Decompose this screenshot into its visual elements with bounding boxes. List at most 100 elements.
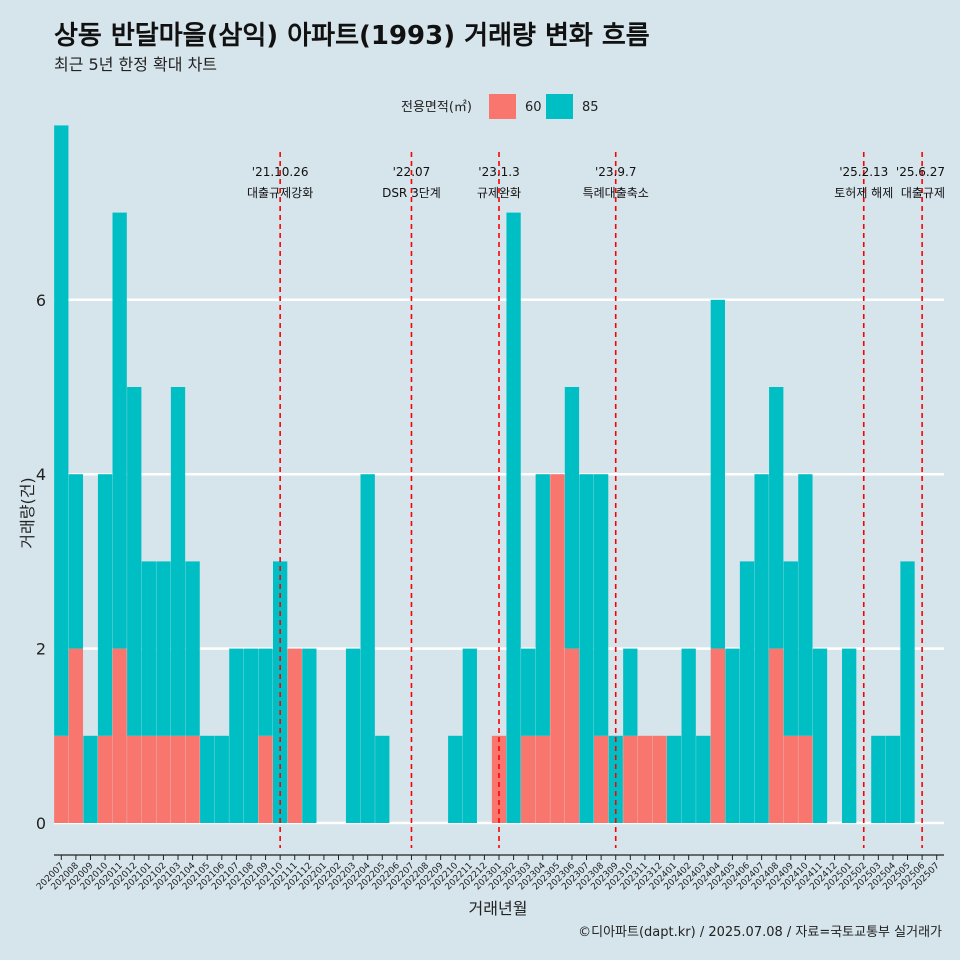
bar-60-202410 — [798, 735, 813, 823]
bar-85-202211 — [462, 648, 477, 823]
bar-85-202310 — [623, 648, 638, 736]
bar-60-202008 — [68, 648, 84, 823]
bar-85-202012 — [127, 387, 142, 736]
bar-85-202112 — [302, 648, 317, 823]
bar-85-202308 — [593, 474, 609, 736]
bar-85-202303 — [521, 648, 536, 736]
bar-85-202504 — [885, 735, 901, 823]
y-tick-label: 2 — [36, 640, 46, 659]
legend: 전용면적(㎡) 60 85 — [401, 94, 599, 119]
bar-85-202007 — [54, 125, 69, 736]
event-date: '25.6.27 — [896, 165, 945, 179]
bar-85-202505 — [900, 561, 915, 823]
bar-85-202106 — [214, 735, 229, 823]
event-lines: '21.10.26 대출규제강화 '22.07 DSR 3단계 '23.1.3 규제완화 '… — [247, 152, 945, 848]
event-date: '23.9.7 — [595, 165, 636, 179]
bar-85-202010 — [97, 474, 113, 736]
bar-60-202111 — [287, 648, 302, 823]
bar-85-202407 — [754, 474, 769, 823]
bar-60-202103 — [170, 735, 186, 823]
event-date: '22.07 — [393, 165, 431, 179]
bar-60-202012 — [127, 735, 142, 823]
bar-85-202409 — [783, 561, 798, 736]
y-tick-label: 4 — [36, 465, 46, 484]
event-label: 대출규제 — [901, 186, 945, 200]
bar-85-202402 — [681, 648, 696, 823]
bar-85-202401 — [666, 735, 682, 823]
bar-60-202007 — [54, 735, 69, 823]
bar-85-202408 — [769, 387, 784, 649]
bar-85-202306 — [564, 387, 580, 649]
bar-85-202411 — [812, 648, 828, 823]
bar-85-202203 — [345, 648, 361, 823]
legend-label-85: 85 — [582, 100, 599, 115]
bar-85-202501 — [842, 648, 857, 823]
bar-85-202107 — [229, 648, 244, 823]
bar-60-202109 — [258, 735, 273, 823]
bar-85-202008 — [68, 474, 84, 649]
event-date: '25.2.13 — [839, 165, 888, 179]
bar-85-202108 — [243, 648, 259, 823]
x-axis-title: 거래년월 — [469, 899, 528, 918]
bar-60-202409 — [783, 735, 798, 823]
bar-85-202307 — [579, 474, 594, 823]
y-axis-title: 거래량(건) — [18, 477, 37, 548]
bar-60-202010 — [97, 735, 113, 823]
y-axis: 0 2 4 6 — [36, 291, 46, 833]
x-axis: 2020072020082020092020102020112020122021… — [35, 854, 944, 892]
bar-60-202310 — [623, 735, 638, 823]
bar-60-202408 — [769, 648, 784, 823]
bar-85-202109 — [258, 648, 273, 736]
bar-60-202104 — [185, 735, 200, 823]
bar-60-202306 — [564, 648, 580, 823]
y-tick-label: 0 — [36, 814, 46, 833]
bar-85-202009 — [83, 735, 98, 823]
bar-60-202305 — [550, 474, 565, 823]
bar-60-202308 — [593, 735, 609, 823]
bar-60-202312 — [652, 735, 667, 823]
bar-85-202205 — [375, 735, 390, 823]
bar-85-202404 — [710, 299, 726, 649]
event-date: '21.10.26 — [252, 165, 309, 179]
bar-60-202011 — [112, 648, 127, 823]
bar-85-202210 — [448, 735, 463, 823]
bar-85-202302 — [506, 212, 521, 824]
bar-60-202404 — [710, 648, 726, 823]
bar-85-202403 — [696, 735, 711, 823]
bar-60-202101 — [141, 735, 156, 823]
bar-85-202103 — [170, 387, 186, 736]
event-label: 규제완화 — [477, 186, 521, 200]
caption: ©디아파트(dapt.kr) / 2025.07.08 / 자료=국토교통부 실… — [578, 925, 942, 940]
event-date: '23.1.3 — [478, 165, 519, 179]
bar-85-202304 — [535, 474, 550, 736]
event-label: 토허제 해제 — [834, 186, 893, 200]
bar-85-202309 — [608, 735, 623, 823]
legend-title: 전용면적(㎡) — [401, 100, 472, 115]
bar-85-202102 — [156, 561, 171, 736]
legend-swatch-85 — [546, 94, 573, 119]
bar-85-202406 — [739, 561, 755, 823]
chart-subtitle: 최근 5년 한정 확대 차트 — [54, 55, 217, 74]
bar-60-202301 — [491, 735, 507, 823]
bar-85-202105 — [200, 735, 215, 823]
bar-60-202102 — [156, 735, 171, 823]
bar-85-202104 — [185, 561, 200, 736]
bar-60-202304 — [535, 735, 550, 823]
bars — [54, 125, 915, 824]
y-tick-label: 6 — [36, 291, 46, 310]
event-label: DSR 3단계 — [382, 186, 441, 200]
bar-85-202405 — [725, 648, 740, 823]
legend-swatch-60 — [489, 94, 516, 119]
bar-85-202101 — [141, 561, 156, 736]
bar-85-202011 — [112, 212, 127, 649]
bar-60-202303 — [521, 735, 536, 823]
bar-85-202204 — [360, 474, 375, 823]
event-label: 대출규제강화 — [247, 186, 313, 200]
bar-85-202503 — [871, 735, 886, 823]
bar-85-202410 — [798, 474, 813, 736]
bar-60-202311 — [637, 735, 653, 823]
legend-label-60: 60 — [525, 100, 542, 115]
chart-title: 상동 반달마을(삼익) 아파트(1993) 거래량 변화 흐름 — [54, 21, 650, 51]
event-label: 특례대출축소 — [583, 186, 649, 200]
